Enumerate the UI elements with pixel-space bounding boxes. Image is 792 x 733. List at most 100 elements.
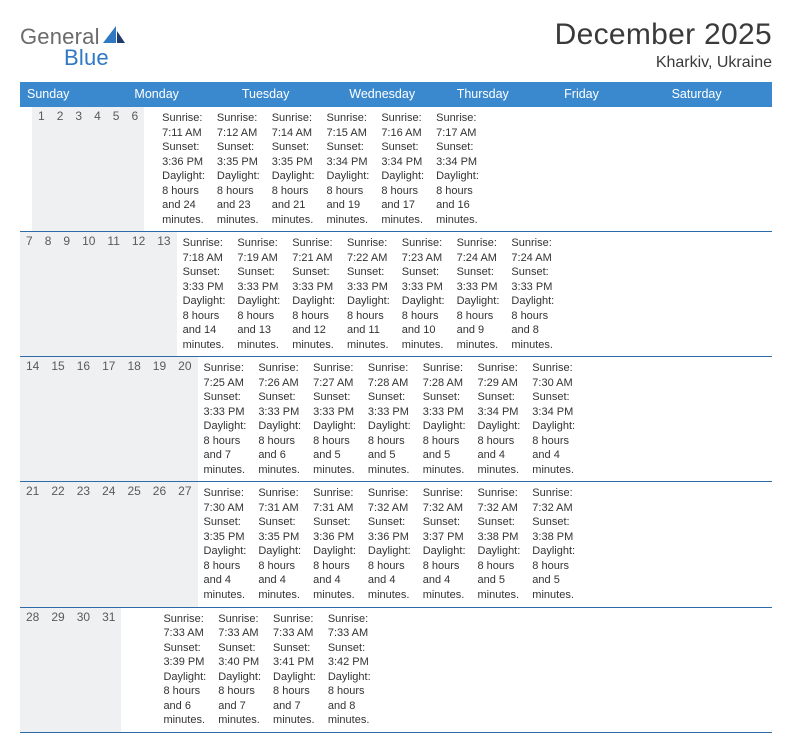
sunrise-line: Sunrise: 7:28 AM [368, 361, 411, 390]
sunset-line: Sunset: 3:35 PM [272, 140, 315, 169]
day-number: 23 [71, 482, 96, 606]
daylight-line: Daylight: 8 hours and 11 minutes. [347, 294, 390, 352]
sunrise-line: Sunrise: 7:11 AM [162, 111, 205, 140]
daylight-line: Daylight: 8 hours and 24 minutes. [162, 169, 205, 227]
logo-text-blue: Blue [64, 45, 109, 71]
day-facts: Sunrise: 7:24 AMSunset: 3:33 PMDaylight:… [457, 236, 500, 352]
sunrise-line: Sunrise: 7:33 AM [273, 612, 316, 641]
day-number: 26 [147, 482, 172, 606]
day-cell: Sunrise: 7:24 AMSunset: 3:33 PMDaylight:… [505, 232, 560, 356]
day-number: 18 [121, 357, 146, 481]
day-cell: Sunrise: 7:33 AMSunset: 3:42 PMDaylight:… [322, 608, 377, 732]
sunset-line: Sunset: 3:33 PM [313, 390, 356, 419]
day-facts: Sunrise: 7:33 AMSunset: 3:39 PMDaylight:… [163, 612, 206, 728]
title-block: December 2025 Kharkiv, Ukraine [555, 18, 772, 72]
day-number: 17 [96, 357, 121, 481]
sunrise-line: Sunrise: 7:32 AM [368, 486, 411, 515]
day-cell: Sunrise: 7:21 AMSunset: 3:33 PMDaylight:… [286, 232, 341, 356]
day-cell: Sunrise: 7:16 AMSunset: 3:34 PMDaylight:… [375, 107, 430, 231]
sunrise-line: Sunrise: 7:26 AM [258, 361, 301, 390]
day-number: 6 [125, 107, 144, 231]
day-cell: Sunrise: 7:27 AMSunset: 3:33 PMDaylight:… [307, 357, 362, 481]
calendar-week: 21222324252627Sunrise: 7:30 AMSunset: 3:… [20, 482, 772, 607]
day-facts: Sunrise: 7:24 AMSunset: 3:33 PMDaylight:… [511, 236, 554, 352]
day-cell [401, 608, 413, 732]
sunrise-line: Sunrise: 7:22 AM [347, 236, 390, 265]
calendar-week: 28293031Sunrise: 7:33 AMSunset: 3:39 PMD… [20, 608, 772, 733]
sunset-line: Sunset: 3:42 PM [328, 641, 371, 670]
sunrise-line: Sunrise: 7:28 AM [423, 361, 466, 390]
sunrise-line: Sunrise: 7:24 AM [511, 236, 554, 265]
daylight-line: Daylight: 8 hours and 17 minutes. [381, 169, 424, 227]
day-cell: Sunrise: 7:17 AMSunset: 3:34 PMDaylight:… [430, 107, 485, 231]
sunset-line: Sunset: 3:36 PM [368, 515, 411, 544]
day-cell: Sunrise: 7:11 AMSunset: 3:36 PMDaylight:… [156, 107, 211, 231]
sunset-line: Sunset: 3:33 PM [237, 265, 280, 294]
day-number: 15 [45, 357, 70, 481]
sunrise-line: Sunrise: 7:24 AM [457, 236, 500, 265]
logo-sail-icon [103, 26, 125, 44]
day-cell: Sunrise: 7:26 AMSunset: 3:33 PMDaylight:… [252, 357, 307, 481]
day-cell: Sunrise: 7:33 AMSunset: 3:41 PMDaylight:… [267, 608, 322, 732]
dow-monday: Monday [127, 82, 234, 107]
day-number: 31 [96, 608, 121, 732]
sunset-line: Sunset: 3:33 PM [511, 265, 554, 294]
day-number [133, 608, 145, 732]
day-number: 29 [45, 608, 70, 732]
day-cell: Sunrise: 7:30 AMSunset: 3:34 PMDaylight:… [526, 357, 581, 481]
sunrise-line: Sunrise: 7:15 AM [327, 111, 370, 140]
sunrise-line: Sunrise: 7:16 AM [381, 111, 424, 140]
location-label: Kharkiv, Ukraine [555, 54, 772, 72]
day-cell: Sunrise: 7:32 AMSunset: 3:38 PMDaylight:… [526, 482, 581, 606]
calendar: Sunday Monday Tuesday Wednesday Thursday… [20, 82, 772, 733]
sunrise-line: Sunrise: 7:27 AM [313, 361, 356, 390]
sunrise-line: Sunrise: 7:23 AM [402, 236, 445, 265]
day-facts: Sunrise: 7:26 AMSunset: 3:33 PMDaylight:… [258, 361, 301, 477]
daylight-line: Daylight: 8 hours and 4 minutes. [204, 544, 247, 602]
daybody-strip: Sunrise: 7:30 AMSunset: 3:35 PMDaylight:… [198, 482, 582, 606]
day-facts: Sunrise: 7:32 AMSunset: 3:38 PMDaylight:… [532, 486, 575, 602]
day-number: 14 [20, 357, 45, 481]
day-cell: Sunrise: 7:22 AMSunset: 3:33 PMDaylight:… [341, 232, 396, 356]
sunset-line: Sunset: 3:36 PM [162, 140, 205, 169]
daylight-line: Daylight: 8 hours and 12 minutes. [292, 294, 335, 352]
sunset-line: Sunset: 3:33 PM [457, 265, 500, 294]
calendar-week: 78910111213Sunrise: 7:18 AMSunset: 3:33 … [20, 232, 772, 357]
sunrise-line: Sunrise: 7:31 AM [258, 486, 301, 515]
day-number: 30 [71, 608, 96, 732]
day-number: 10 [76, 232, 101, 356]
sunset-line: Sunset: 3:37 PM [423, 515, 466, 544]
day-number: 8 [39, 232, 58, 356]
daylight-line: Daylight: 8 hours and 19 minutes. [327, 169, 370, 227]
day-facts: Sunrise: 7:33 AMSunset: 3:41 PMDaylight:… [273, 612, 316, 728]
day-facts: Sunrise: 7:31 AMSunset: 3:36 PMDaylight:… [313, 486, 356, 602]
day-cell: Sunrise: 7:25 AMSunset: 3:33 PMDaylight:… [198, 357, 253, 481]
day-cell: Sunrise: 7:32 AMSunset: 3:38 PMDaylight:… [472, 482, 527, 606]
day-of-week-header: Sunday Monday Tuesday Wednesday Thursday… [20, 82, 772, 107]
day-facts: Sunrise: 7:31 AMSunset: 3:35 PMDaylight:… [258, 486, 301, 602]
sunset-line: Sunset: 3:39 PM [163, 641, 206, 670]
calendar-week: 14151617181920Sunrise: 7:25 AMSunset: 3:… [20, 357, 772, 482]
sunset-line: Sunset: 3:38 PM [532, 515, 575, 544]
dow-wednesday: Wednesday [342, 82, 449, 107]
day-cell: Sunrise: 7:12 AMSunset: 3:35 PMDaylight:… [211, 107, 266, 231]
sunrise-line: Sunrise: 7:18 AM [183, 236, 226, 265]
day-facts: Sunrise: 7:12 AMSunset: 3:35 PMDaylight:… [217, 111, 260, 227]
daylight-line: Daylight: 8 hours and 4 minutes. [532, 419, 575, 477]
day-cell: Sunrise: 7:28 AMSunset: 3:33 PMDaylight:… [362, 357, 417, 481]
day-facts: Sunrise: 7:15 AMSunset: 3:34 PMDaylight:… [327, 111, 370, 227]
daylight-line: Daylight: 8 hours and 5 minutes. [423, 419, 466, 477]
day-cell: Sunrise: 7:28 AMSunset: 3:33 PMDaylight:… [417, 357, 472, 481]
daybody-strip: Sunrise: 7:33 AM Sunset: 3:39 PM Daylight:… [157, 608, 412, 732]
day-facts: Sunrise: 7:27 AMSunset: 3:33 PMDaylight:… [313, 361, 356, 477]
daylight-line: Daylight: 8 hours and 8 minutes. [328, 670, 371, 728]
daylight-line: Daylight: 8 hours and 4 minutes. [423, 544, 466, 602]
sunset-line: Sunset: 3:38 PM [478, 515, 521, 544]
sunset-line: Sunset: 3:33 PM [402, 265, 445, 294]
day-number [145, 608, 157, 732]
day-facts: Sunrise: 7:16 AMSunset: 3:34 PMDaylight:… [381, 111, 424, 227]
daylight-line: Daylight: 8 hours and 7 minutes. [273, 670, 316, 728]
day-number: 5 [107, 107, 126, 231]
day-number: 25 [121, 482, 146, 606]
daylight-line: Daylight: 8 hours and 13 minutes. [237, 294, 280, 352]
